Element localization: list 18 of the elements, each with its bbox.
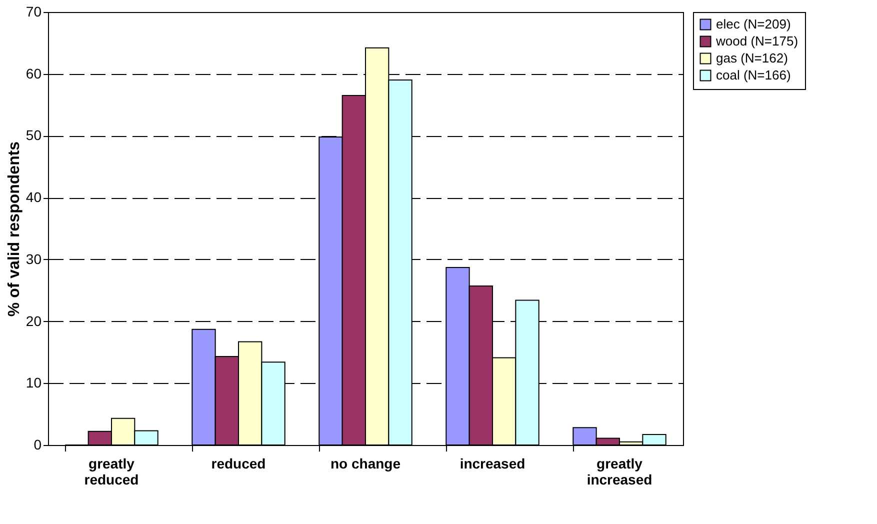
x-tick-label: reduced	[211, 456, 266, 472]
y-tick-label: 30	[26, 250, 42, 267]
legend-label: gas (N=162)	[716, 50, 788, 66]
legend-label: elec (N=209)	[716, 16, 791, 32]
legend-label: wood (N=175)	[715, 34, 798, 48]
y-axis-title: % of valid respondents	[6, 141, 23, 317]
y-tick-label: 50	[26, 127, 42, 144]
y-tick-label: 40	[26, 189, 42, 206]
y-tick-label: 60	[26, 65, 42, 82]
x-tick-label: no change	[330, 456, 401, 472]
x-tick-label: greatly increased	[586, 456, 652, 488]
y-tick-label: 70	[26, 4, 42, 20]
x-tick-label: increased	[460, 456, 526, 472]
x-tick-label: greatly reduced	[84, 456, 139, 488]
y-tick-label: 0	[34, 436, 42, 452]
y-tick-label: 10	[26, 374, 42, 391]
legend-label: coal (N=166)	[716, 68, 791, 82]
y-tick-label: 20	[26, 312, 42, 329]
